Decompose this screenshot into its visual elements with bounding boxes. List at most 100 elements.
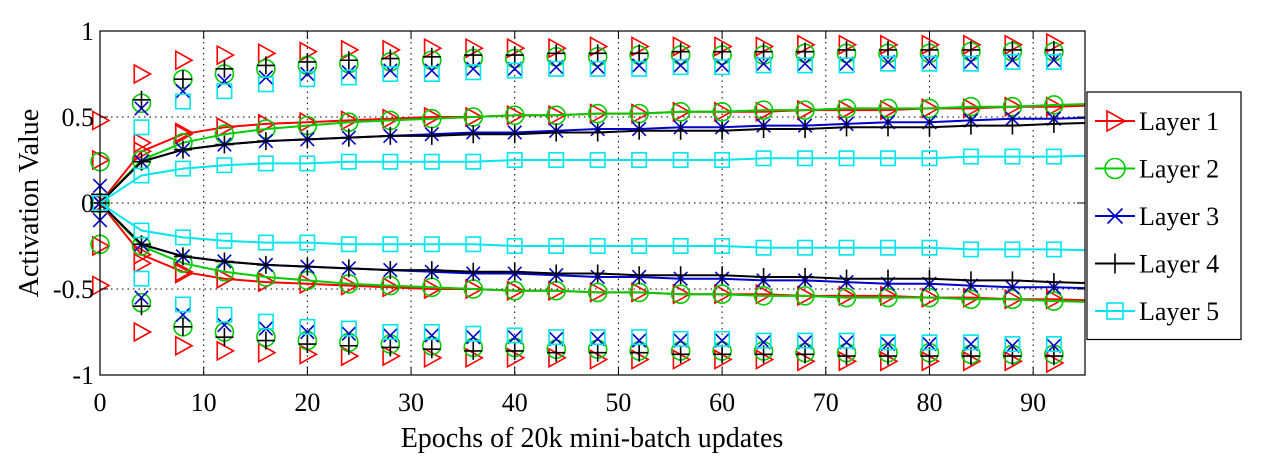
x-marker: [714, 333, 730, 348]
triangle-marker: [174, 335, 194, 357]
plus-marker: [298, 130, 317, 149]
circle-marker: [1044, 291, 1064, 311]
circle-marker: [878, 98, 898, 119]
plus-marker: [588, 44, 607, 63]
square-marker: [1004, 336, 1021, 353]
plus-marker: [173, 247, 192, 266]
circle-marker: [836, 98, 857, 119]
square-marker: [962, 334, 979, 351]
plus-marker: [879, 118, 897, 137]
square-marker: [382, 153, 399, 170]
square-marker: [1004, 241, 1021, 258]
square-marker: [1045, 336, 1062, 353]
circle-marker: [753, 100, 774, 120]
circle-marker: [712, 102, 732, 122]
square-marker: [257, 234, 274, 251]
series-5: [92, 53, 1086, 353]
square-marker: [755, 57, 772, 74]
triangle-marker: [1045, 352, 1065, 374]
square-marker: [257, 76, 274, 93]
plus-marker: [1003, 116, 1022, 135]
plus-marker: [256, 132, 275, 151]
plus-marker: [630, 343, 649, 362]
square-marker: [589, 60, 606, 77]
triangle-marker: [174, 263, 194, 284]
square-marker: [423, 323, 440, 340]
triangle-marker: [797, 34, 816, 56]
square-marker: [589, 329, 606, 346]
square-marker: [465, 325, 482, 342]
triangle-marker: [589, 349, 609, 370]
circle-marker: [878, 287, 898, 308]
square-marker: [216, 83, 233, 100]
square-marker: [672, 330, 689, 347]
square-marker: [714, 238, 731, 255]
x-tick-label: 70: [813, 388, 839, 417]
triangle-marker: [382, 276, 401, 298]
plus-marker: [422, 126, 441, 145]
square-marker: [382, 323, 399, 340]
triangle-marker: [1045, 32, 1065, 54]
plus-marker: [256, 331, 275, 350]
plus-marker: [920, 269, 939, 288]
plus-marker: [381, 338, 400, 357]
plus-marker: [464, 341, 483, 360]
triangle-marker: [216, 116, 236, 138]
square-marker: [465, 236, 482, 253]
triangle-marker: [340, 275, 360, 296]
square-marker: [797, 239, 814, 256]
square-marker: [714, 330, 731, 347]
mean-line-positive: [99, 103, 1086, 204]
circle-marker: [1002, 289, 1023, 310]
triangle-marker: [92, 275, 111, 296]
square-marker: [797, 332, 814, 349]
plus-marker: [422, 47, 441, 66]
triangle-marker: [92, 110, 111, 131]
square-marker: [216, 306, 233, 323]
triangle-marker: [465, 347, 484, 369]
square-marker: [1045, 148, 1062, 165]
square-marker: [174, 160, 191, 177]
square-marker: [1045, 241, 1062, 258]
square-marker: [921, 239, 938, 256]
triangle-marker: [92, 149, 111, 171]
square-marker: [340, 320, 357, 337]
circle-marker: [670, 284, 691, 304]
square-marker: [423, 236, 440, 253]
x-marker: [507, 329, 523, 345]
plus-marker: [298, 52, 317, 71]
x-marker: [673, 58, 688, 73]
triangle-marker: [423, 347, 443, 369]
legend-label: Layer 5: [1139, 297, 1219, 326]
circle-marker: [961, 96, 981, 117]
plus-marker: [132, 90, 151, 109]
triangle-marker: [216, 268, 236, 290]
triangle-marker: [216, 44, 236, 66]
circle-marker: [1044, 95, 1064, 115]
x-marker: [300, 66, 315, 82]
square-marker: [133, 270, 150, 287]
square-marker: [506, 152, 523, 169]
square-marker: [340, 69, 357, 86]
x-marker: [175, 83, 191, 99]
square-marker: [299, 318, 316, 335]
square-marker: [879, 55, 896, 72]
plus-marker: [837, 40, 856, 59]
plus-marker: [1003, 271, 1022, 290]
triangle-marker: [797, 350, 816, 372]
plus-marker: [256, 56, 275, 75]
legend-label: Layer 3: [1139, 202, 1219, 231]
x-marker: [756, 335, 771, 350]
square-marker: [506, 327, 523, 344]
square-marker: [133, 222, 150, 239]
plus-marker: [381, 126, 400, 145]
x-marker: [1005, 338, 1020, 354]
y-axis-label: Activation Value: [14, 109, 45, 297]
plus-marker: [671, 121, 690, 140]
triangle-marker: [299, 273, 319, 295]
square-marker: [631, 60, 648, 77]
square-marker: [631, 238, 648, 255]
x-tick-label: 60: [709, 388, 735, 417]
plus-marker: [505, 125, 524, 144]
